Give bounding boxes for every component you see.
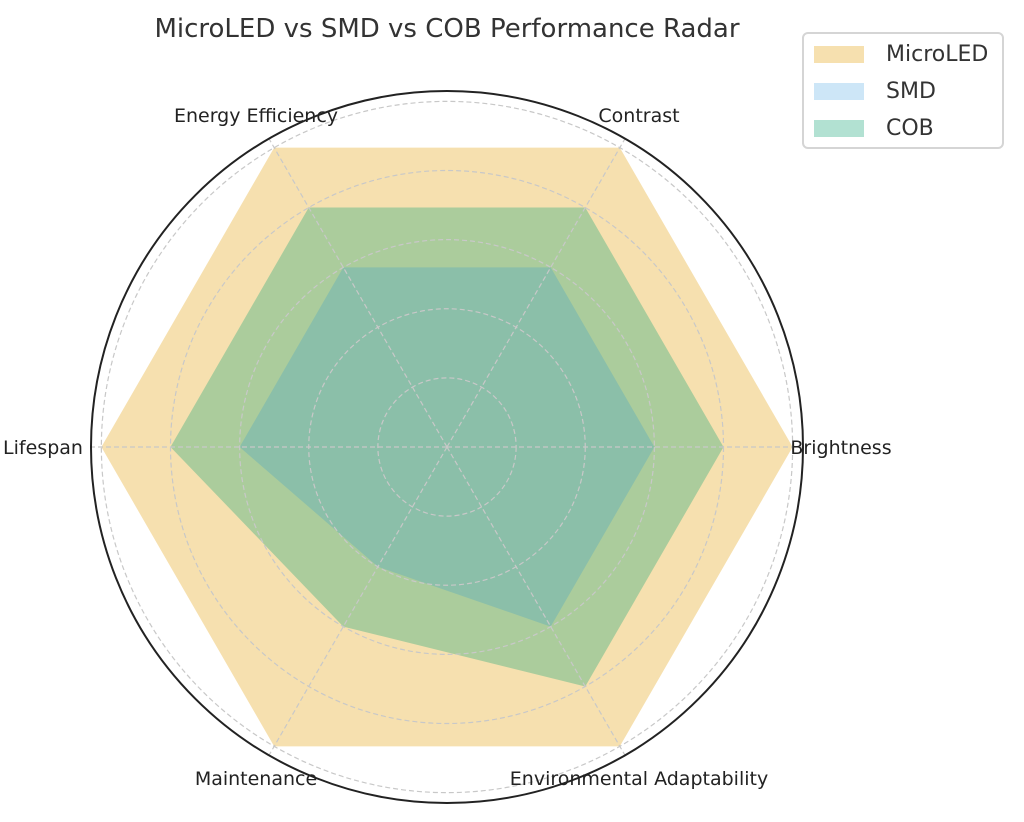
axis-label: Lifespan [3, 437, 83, 459]
legend: MicroLED SMD COB [802, 32, 1004, 149]
grid-spoke [446, 138, 626, 448]
axis-label: Brightness [790, 437, 891, 459]
legend-label: COB [886, 115, 934, 141]
legend-item-microled: MicroLED [814, 41, 989, 67]
axis-label: Environmental Adaptability [510, 768, 768, 790]
legend-label: SMD [886, 78, 936, 104]
chart-title: MicroLED vs SMD vs COB Performance Radar [154, 14, 740, 44]
axis-label: Maintenance [195, 768, 317, 790]
legend-swatch [814, 45, 864, 63]
grid-spoke [446, 446, 626, 756]
legend-item-smd: SMD [814, 78, 936, 104]
grid-circle [239, 239, 655, 655]
legend-swatch [814, 119, 864, 137]
legend-swatch [814, 82, 864, 100]
grid-spoke [268, 446, 448, 756]
outer-circle [90, 90, 804, 804]
grid-spoke [268, 138, 448, 448]
legend-label: MicroLED [886, 41, 989, 67]
legend-item-cob: COB [814, 115, 934, 141]
grid-circle [377, 377, 517, 517]
axis-label: Contrast [598, 105, 679, 127]
axis-label: Energy Efficiency [174, 105, 338, 127]
